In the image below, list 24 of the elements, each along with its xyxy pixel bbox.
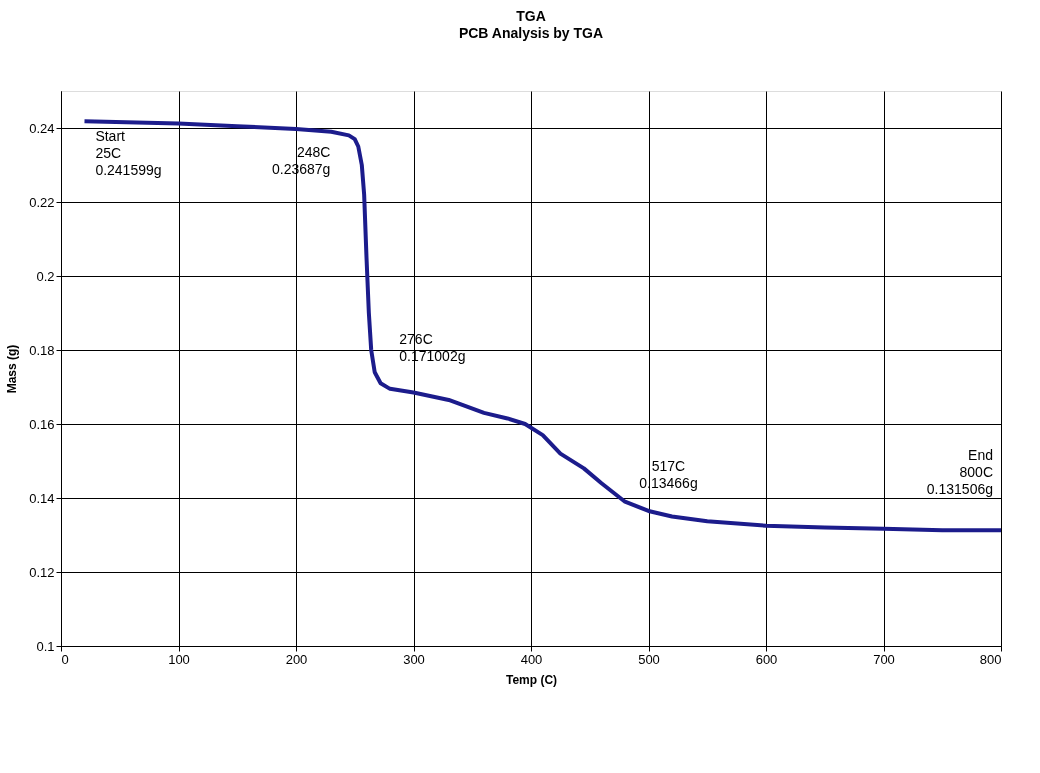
y-tick-label: 0.2 xyxy=(36,268,55,284)
chart-subtitle: PCB Analysis by TGA xyxy=(458,25,604,41)
y-axis-title: Mass (g) xyxy=(5,344,20,394)
y-tick-label: 0.24 xyxy=(29,120,55,136)
annotation: Start 25C 0.241599g xyxy=(95,128,162,179)
y-tick-label: 0.1 xyxy=(36,638,55,654)
y-tick-label: 0.14 xyxy=(29,490,55,506)
line-series xyxy=(82,119,1003,533)
x-tick-label: 700 xyxy=(873,651,895,667)
y-tick-label: 0.22 xyxy=(29,194,55,210)
x-axis-title: Temp (C) xyxy=(505,672,558,687)
y-tick-label: 0.12 xyxy=(29,564,55,580)
annotation: End 800C 0.131506g xyxy=(926,447,993,498)
x-tick-label: 600 xyxy=(755,651,778,667)
x-tick-label: 300 xyxy=(403,651,425,667)
x-tick-label: 0 xyxy=(61,651,69,667)
y-tick-label: 0.18 xyxy=(29,342,55,358)
x-tick-label: 500 xyxy=(638,651,660,667)
y-tick-label: 0.16 xyxy=(29,416,55,432)
chart-title: TGA xyxy=(516,8,546,24)
x-tick-label: 100 xyxy=(168,651,190,667)
x-tick-label: 800 xyxy=(979,651,1002,667)
x-tick-label: 400 xyxy=(520,651,543,667)
x-tick-label: 200 xyxy=(285,651,308,667)
